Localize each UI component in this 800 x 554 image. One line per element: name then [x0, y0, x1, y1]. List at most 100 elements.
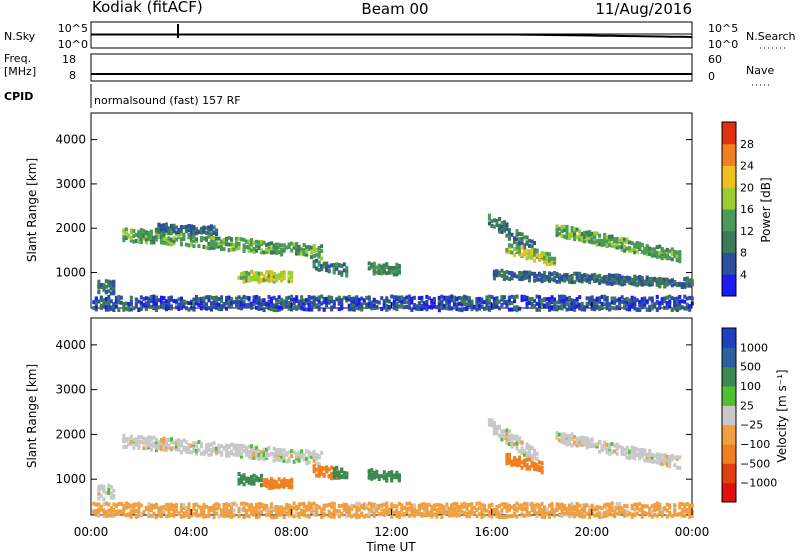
power-echo-cell — [480, 304, 484, 309]
power-echo-cell — [377, 263, 381, 268]
power-echo-cell — [230, 296, 234, 301]
velocity-echo-cell — [257, 453, 261, 457]
velocity-echo-cell — [405, 501, 409, 506]
velocity-echo-cell — [277, 458, 281, 463]
velocity-echo-cell — [437, 507, 441, 512]
power-echo-cell — [688, 278, 692, 283]
power-echo-cell — [440, 305, 444, 310]
power-echo-cell — [492, 274, 496, 279]
power-echo-cell — [515, 305, 519, 310]
velocity-echo-cell — [159, 440, 163, 445]
power-echo-cell — [177, 230, 181, 235]
time-tick-label: 00:00 — [675, 525, 710, 539]
velocity-echo-cell — [610, 506, 614, 510]
power-echo-cell — [450, 298, 454, 303]
power-echo-cell — [495, 223, 499, 227]
power-echo-cell — [305, 307, 309, 312]
velocity-echo-cell — [204, 504, 208, 509]
power-echo-cell — [127, 233, 131, 238]
velocity-colorbar-swatch — [722, 347, 736, 368]
power-echo-cell — [658, 305, 662, 310]
velocity-echo-cell — [97, 510, 101, 515]
velocity-echo-cell — [623, 452, 627, 457]
freq-label-2: [MHz] — [4, 65, 36, 78]
power-echo-cell — [497, 217, 501, 221]
power-echo-cell — [477, 303, 481, 308]
velocity-echo-cell — [370, 476, 374, 481]
power-echo-cell — [302, 243, 306, 247]
velocity-echo-cell — [179, 503, 183, 507]
power-echo-cell — [149, 232, 153, 237]
power-echo-cell — [578, 229, 582, 234]
power-echo-cell — [322, 263, 326, 268]
velocity-echo-cell — [192, 503, 196, 507]
power-echo-cell — [500, 268, 504, 273]
velocity-echo-cell — [650, 455, 654, 460]
power-echo-cell — [497, 229, 501, 234]
velocity-echo-cell — [277, 505, 281, 510]
velocity-echo-cell — [257, 448, 261, 453]
velocity-echo-cell — [528, 455, 532, 460]
power-echo-cell — [212, 298, 216, 303]
power-echo-cell — [202, 236, 206, 241]
velocity-echo-cell — [520, 512, 524, 517]
power-echo-cell — [277, 295, 281, 300]
velocity-echo-cell — [147, 435, 151, 440]
velocity-echo-cell — [142, 510, 146, 515]
velocity-echo-cell — [104, 501, 108, 506]
power-echo-cell — [220, 298, 224, 303]
power-echo-cell — [164, 299, 168, 304]
power-echo-cell — [132, 229, 136, 233]
power-echo-cell — [545, 304, 549, 309]
velocity-echo-cell — [147, 438, 151, 443]
power-echo-cell — [199, 305, 203, 310]
power-echo-cell — [365, 295, 369, 300]
power-echo-cell — [688, 283, 692, 288]
velocity-echo-cell — [528, 452, 532, 457]
power-echo-cell — [332, 266, 336, 271]
velocity-echo-cell — [129, 439, 133, 444]
velocity-echo-cell — [447, 510, 451, 515]
power-echo-cell — [217, 241, 221, 246]
velocity-echo-cell — [445, 502, 449, 507]
power-echo-cell — [250, 301, 254, 306]
power-echo-cell — [630, 304, 634, 309]
velocity-echo-cell — [678, 455, 682, 460]
power-echo-cell — [122, 302, 126, 307]
power-echo-cell — [192, 307, 196, 312]
velocity-echo-cell — [112, 494, 116, 499]
power-echo-cell — [492, 272, 496, 277]
velocity-colorbar-swatch — [722, 444, 736, 464]
cpid-label: CPID — [4, 90, 33, 103]
power-echo-cell — [510, 307, 514, 312]
power-echo-cell — [460, 299, 464, 304]
velocity-echo-cell — [295, 458, 299, 463]
power-echo-cell — [387, 265, 391, 270]
velocity-echo-cell — [663, 506, 667, 511]
power-echo-cell — [635, 275, 639, 280]
velocity-echo-cell — [109, 513, 113, 518]
power-echo-cell — [255, 298, 259, 303]
power-echo-cell — [485, 298, 489, 302]
power-echo-cell — [250, 305, 254, 310]
velocity-echo-cell — [132, 441, 136, 446]
power-echo-cell — [167, 236, 171, 241]
velocity-echo-cell — [237, 509, 241, 514]
velocity-echo-cell — [197, 448, 201, 453]
velocity-echo-cell — [215, 446, 219, 451]
velocity-echo-cell — [630, 503, 634, 508]
velocity-echo-cell — [655, 513, 659, 518]
power-echo-cell — [112, 283, 116, 288]
power-echo-cell — [623, 275, 627, 280]
velocity-echo-cell — [387, 473, 391, 478]
velocity-echo-cell — [257, 505, 261, 510]
velocity-echo-cell — [620, 448, 624, 453]
power-echo-cell — [159, 238, 163, 242]
power-echo-cell — [530, 302, 534, 306]
power-echo-cell — [204, 231, 208, 235]
power-echo-cell — [325, 268, 329, 273]
power-echo-cell — [650, 298, 654, 303]
power-echo-cell — [613, 273, 617, 278]
power-echo-cell — [620, 299, 624, 304]
velocity-echo-cell — [575, 512, 579, 517]
